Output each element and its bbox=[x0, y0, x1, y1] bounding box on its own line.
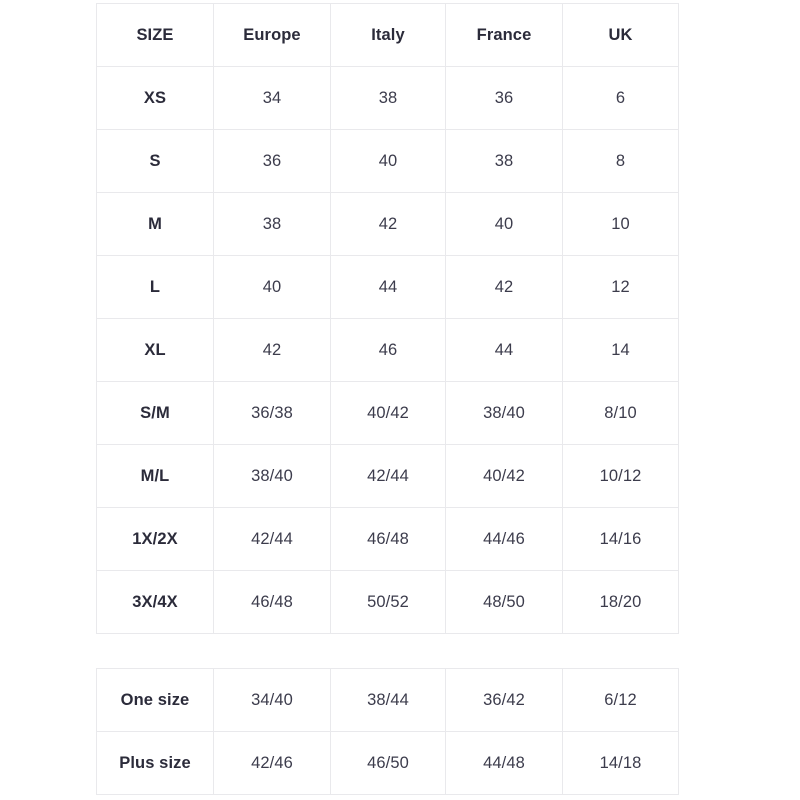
uk-cell: 6/12 bbox=[562, 668, 679, 732]
france-cell: 40/42 bbox=[445, 444, 563, 508]
table-row: S 36 40 38 8 bbox=[96, 129, 679, 193]
italy-cell: 44 bbox=[330, 255, 446, 319]
table-row: L 40 44 42 12 bbox=[96, 255, 679, 319]
france-cell: 44/46 bbox=[445, 507, 563, 571]
table-body: One size 34/40 38/44 36/42 6/12 Plus siz… bbox=[96, 668, 679, 795]
france-cell: 40 bbox=[445, 192, 563, 256]
italy-cell: 42/44 bbox=[330, 444, 446, 508]
size-label-cell: 3X/4X bbox=[96, 570, 214, 634]
size-label-cell: M bbox=[96, 192, 214, 256]
italy-cell: 40/42 bbox=[330, 381, 446, 445]
italy-cell: 42 bbox=[330, 192, 446, 256]
size-label-cell: S bbox=[96, 129, 214, 193]
europe-cell: 38 bbox=[213, 192, 331, 256]
table-row: 1X/2X 42/44 46/48 44/46 14/16 bbox=[96, 507, 679, 571]
france-cell: 38 bbox=[445, 129, 563, 193]
column-header-france: France bbox=[445, 3, 563, 67]
table-row: Plus size 42/46 46/50 44/48 14/18 bbox=[96, 731, 679, 795]
france-cell: 42 bbox=[445, 255, 563, 319]
size-label-cell: Plus size bbox=[96, 731, 214, 795]
uk-cell: 6 bbox=[562, 66, 679, 130]
france-cell: 44 bbox=[445, 318, 563, 382]
france-cell: 48/50 bbox=[445, 570, 563, 634]
table-row: XL 42 46 44 14 bbox=[96, 318, 679, 382]
italy-cell: 50/52 bbox=[330, 570, 446, 634]
size-label-cell: L bbox=[96, 255, 214, 319]
table-header: SIZE Europe Italy France UK bbox=[96, 3, 679, 67]
europe-cell: 42 bbox=[213, 318, 331, 382]
size-label-cell: XS bbox=[96, 66, 214, 130]
europe-cell: 34 bbox=[213, 66, 331, 130]
italy-cell: 38 bbox=[330, 66, 446, 130]
column-header-uk: UK bbox=[562, 3, 679, 67]
uk-cell: 10 bbox=[562, 192, 679, 256]
uk-cell: 14 bbox=[562, 318, 679, 382]
table-row: M/L 38/40 42/44 40/42 10/12 bbox=[96, 444, 679, 508]
table-body: XS 34 38 36 6 S 36 40 38 8 M 38 42 40 10 bbox=[96, 66, 679, 634]
column-header-europe: Europe bbox=[213, 3, 331, 67]
france-cell: 44/48 bbox=[445, 731, 563, 795]
size-conversion-table: SIZE Europe Italy France UK XS 34 38 36 … bbox=[96, 3, 679, 634]
italy-cell: 40 bbox=[330, 129, 446, 193]
france-cell: 36 bbox=[445, 66, 563, 130]
table-row: S/M 36/38 40/42 38/40 8/10 bbox=[96, 381, 679, 445]
size-label-cell: S/M bbox=[96, 381, 214, 445]
uk-cell: 12 bbox=[562, 255, 679, 319]
italy-cell: 46/50 bbox=[330, 731, 446, 795]
europe-cell: 36 bbox=[213, 129, 331, 193]
france-cell: 36/42 bbox=[445, 668, 563, 732]
uk-cell: 14/16 bbox=[562, 507, 679, 571]
uk-cell: 18/20 bbox=[562, 570, 679, 634]
size-label-cell: M/L bbox=[96, 444, 214, 508]
size-label-cell: XL bbox=[96, 318, 214, 382]
europe-cell: 42/46 bbox=[213, 731, 331, 795]
special-size-table: One size 34/40 38/44 36/42 6/12 Plus siz… bbox=[96, 668, 679, 795]
europe-cell: 40 bbox=[213, 255, 331, 319]
europe-cell: 38/40 bbox=[213, 444, 331, 508]
uk-cell: 10/12 bbox=[562, 444, 679, 508]
europe-cell: 42/44 bbox=[213, 507, 331, 571]
italy-cell: 46 bbox=[330, 318, 446, 382]
europe-cell: 36/38 bbox=[213, 381, 331, 445]
table-row: M 38 42 40 10 bbox=[96, 192, 679, 256]
italy-cell: 46/48 bbox=[330, 507, 446, 571]
column-header-size: SIZE bbox=[96, 3, 214, 67]
column-header-italy: Italy bbox=[330, 3, 446, 67]
table-row: One size 34/40 38/44 36/42 6/12 bbox=[96, 668, 679, 732]
size-label-cell: 1X/2X bbox=[96, 507, 214, 571]
europe-cell: 34/40 bbox=[213, 668, 331, 732]
uk-cell: 8 bbox=[562, 129, 679, 193]
uk-cell: 8/10 bbox=[562, 381, 679, 445]
table-row: 3X/4X 46/48 50/52 48/50 18/20 bbox=[96, 570, 679, 634]
table-row: XS 34 38 36 6 bbox=[96, 66, 679, 130]
size-label-cell: One size bbox=[96, 668, 214, 732]
table-header-row: SIZE Europe Italy France UK bbox=[96, 3, 679, 67]
uk-cell: 14/18 bbox=[562, 731, 679, 795]
italy-cell: 38/44 bbox=[330, 668, 446, 732]
europe-cell: 46/48 bbox=[213, 570, 331, 634]
france-cell: 38/40 bbox=[445, 381, 563, 445]
